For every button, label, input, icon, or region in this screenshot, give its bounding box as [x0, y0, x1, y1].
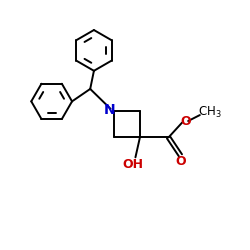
Text: O: O — [176, 155, 186, 168]
Text: N: N — [104, 103, 115, 117]
Text: O: O — [180, 115, 191, 128]
Text: OH: OH — [122, 158, 144, 171]
Text: CH$_3$: CH$_3$ — [198, 104, 221, 120]
